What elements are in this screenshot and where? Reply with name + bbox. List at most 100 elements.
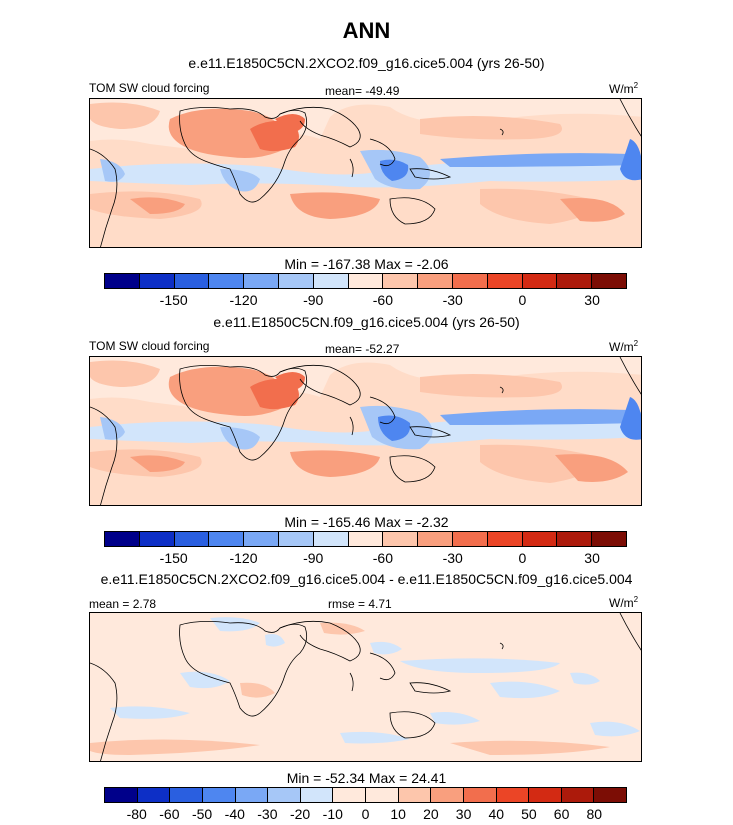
colorbar-box bbox=[105, 274, 140, 288]
colorbar-box bbox=[244, 532, 279, 546]
panel-2-mean: mean= -52.27 bbox=[325, 342, 400, 356]
panel-2-map bbox=[89, 356, 642, 506]
field-blob bbox=[590, 721, 640, 737]
panel-2-coastlines bbox=[90, 357, 641, 505]
coastline bbox=[409, 426, 452, 438]
colorbar-tick-label: -120 bbox=[229, 292, 258, 308]
colorbar-box bbox=[431, 788, 464, 802]
colorbar-tick-label: 30 bbox=[584, 292, 600, 308]
colorbar-tick-label: 10 bbox=[390, 806, 406, 822]
coastline bbox=[349, 158, 354, 178]
field-blob bbox=[420, 373, 562, 398]
colorbar-tick-label: -30 bbox=[442, 550, 463, 566]
main-title: ANN bbox=[342, 18, 391, 43]
field-blob bbox=[450, 740, 610, 755]
colorbar-box bbox=[278, 274, 314, 288]
field-blob bbox=[168, 108, 286, 158]
field-blob bbox=[380, 159, 409, 181]
colorbar-box bbox=[418, 274, 453, 288]
colorbar-box bbox=[105, 788, 138, 802]
panel-3-rmse: rmse = 4.71 bbox=[328, 597, 392, 611]
colorbar-box bbox=[209, 532, 245, 546]
coastline bbox=[619, 357, 641, 395]
colorbar-box bbox=[348, 274, 384, 288]
coastline bbox=[349, 416, 354, 436]
field-blob bbox=[290, 192, 380, 219]
colorbar-box bbox=[522, 274, 558, 288]
field-blob bbox=[130, 455, 185, 472]
field-blob bbox=[370, 641, 402, 655]
colorbar-box bbox=[105, 532, 140, 546]
colorbar-tick-label: -80 bbox=[126, 806, 147, 822]
colorbar-tick-label: 20 bbox=[423, 806, 439, 822]
field-blob bbox=[210, 617, 260, 632]
coastline bbox=[179, 621, 308, 717]
field-blob bbox=[100, 417, 125, 440]
colorbar-box bbox=[383, 274, 419, 288]
field-blob bbox=[240, 682, 275, 698]
colorbar-tick-label: -90 bbox=[303, 550, 324, 566]
panel-1-stats: Min = -167.38 Max = -2.06 bbox=[284, 256, 449, 272]
field-blob bbox=[400, 658, 560, 673]
panel-1-coastlines bbox=[90, 99, 641, 247]
coastline bbox=[279, 106, 361, 148]
colorbar-tick-label: -10 bbox=[322, 806, 343, 822]
field-blob bbox=[620, 397, 641, 440]
colorbar-tick-label: -60 bbox=[159, 806, 180, 822]
colorbar-box bbox=[209, 274, 245, 288]
panel-1-field bbox=[90, 99, 641, 224]
colorbar-box bbox=[557, 532, 593, 546]
colorbar-box bbox=[463, 788, 497, 802]
panel-3-units: W/m2 bbox=[609, 595, 639, 610]
field-blob bbox=[560, 198, 625, 222]
panel-1-colorbar-ticks: -150 -120 -90 -60 -30 0 30 bbox=[104, 292, 627, 310]
panel-1-map-svg bbox=[90, 99, 641, 247]
coastline bbox=[619, 613, 641, 651]
panel-3-map bbox=[89, 612, 642, 762]
colorbar-tick-label: 80 bbox=[586, 806, 603, 822]
colorbar-tick-label: -90 bbox=[303, 292, 324, 308]
colorbar-box bbox=[398, 788, 432, 802]
colorbar-tick-label: -60 bbox=[372, 550, 394, 566]
field-blob bbox=[100, 159, 125, 182]
field-blob bbox=[440, 409, 641, 425]
colorbar-tick-label: 30 bbox=[584, 550, 600, 566]
colorbar-box bbox=[174, 532, 210, 546]
field-blob bbox=[555, 454, 628, 482]
coastline bbox=[369, 138, 396, 167]
field-blob bbox=[90, 360, 160, 387]
colorbar-box bbox=[139, 532, 175, 546]
coastline bbox=[90, 148, 118, 247]
panel-2-stats: Min = -165.46 Max = -2.32 bbox=[284, 514, 449, 530]
panel-1-units: W/m2 bbox=[609, 81, 639, 96]
field-blob bbox=[275, 372, 305, 391]
coastline bbox=[389, 711, 436, 739]
field-blob bbox=[378, 415, 411, 441]
panel-3-colorbar-ticks: -80 -60 -50 -40 -30 -20 -10 0 10 20 30 4… bbox=[104, 806, 627, 824]
colorbar-box bbox=[268, 788, 301, 802]
colorbar-tick-label: -150 bbox=[159, 550, 188, 566]
coastline bbox=[619, 99, 641, 137]
colorbar-box bbox=[170, 788, 203, 802]
colorbar-box bbox=[313, 532, 349, 546]
colorbar-tick-label: -20 bbox=[289, 806, 311, 822]
colorbar-tick-label: 0 bbox=[518, 292, 527, 308]
colorbar-box bbox=[557, 274, 593, 288]
colorbar-box bbox=[139, 274, 175, 288]
panel-3-coastlines bbox=[90, 613, 641, 761]
field-blob bbox=[480, 444, 593, 483]
field-blob bbox=[265, 634, 285, 647]
colorbar-box bbox=[452, 274, 488, 288]
colorbar-box bbox=[592, 532, 626, 546]
colorbar-box bbox=[235, 788, 269, 802]
colorbar-box bbox=[366, 788, 399, 802]
colorbar-tick-label: -50 bbox=[191, 806, 213, 822]
colorbar-tick-label: -150 bbox=[159, 292, 188, 308]
colorbar-box bbox=[174, 274, 210, 288]
panel-2-field bbox=[90, 357, 641, 483]
colorbar-tick-label: 60 bbox=[553, 806, 570, 822]
colorbar-box bbox=[300, 788, 334, 802]
field-blob bbox=[420, 115, 562, 140]
field-blob bbox=[570, 672, 600, 685]
field-blob bbox=[220, 169, 260, 192]
